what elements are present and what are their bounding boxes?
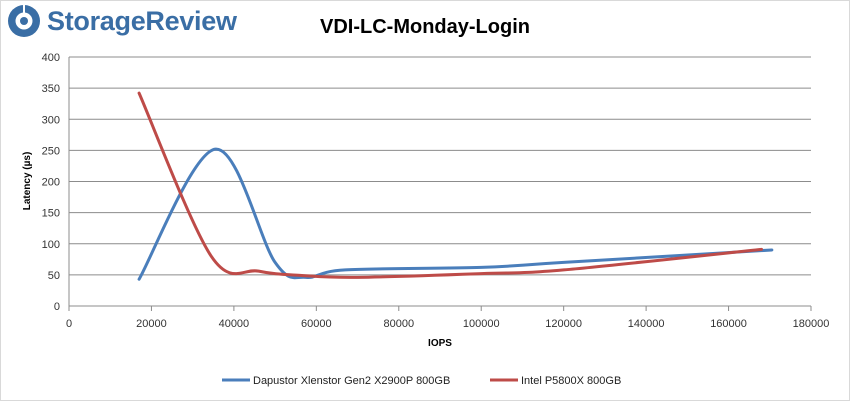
x-axis-title: IOPS <box>428 338 452 349</box>
storagereview-logo: StorageReview <box>7 4 237 38</box>
series-lines <box>137 91 774 281</box>
logo-text: StorageReview <box>47 5 237 36</box>
y-tick-labels: 0 50 100 150 200 250 300 350 400 <box>42 52 60 313</box>
y-axis-title: Latency (µs) <box>22 152 33 211</box>
y-tick-label: 250 <box>42 145 60 157</box>
axes <box>68 57 812 311</box>
y-tick-label: 200 <box>42 177 60 189</box>
x-tick-label: 120000 <box>545 318 582 330</box>
x-tick-labels: 0 20000 40000 60000 80000 100000 120000 140000 1… <box>66 318 829 330</box>
legend-label-1: Intel P5800X 800GB <box>521 375 621 387</box>
y-tick-label: 50 <box>48 270 60 282</box>
gridlines <box>69 56 811 276</box>
logo-icon <box>8 5 40 37</box>
y-tick-label: 150 <box>42 208 60 220</box>
series-line-0 <box>137 147 774 281</box>
legend-label-0: Dapustor Xlenstor Gen2 X2900P 800GB <box>253 375 450 387</box>
y-tick-label: 300 <box>42 114 60 126</box>
y-tick-label: 100 <box>42 239 60 251</box>
legend: Dapustor Xlenstor Gen2 X2900P 800GB Intel… <box>222 375 621 387</box>
y-tick-label: 350 <box>42 83 60 95</box>
x-tick-label: 0 <box>66 318 72 330</box>
x-tick-label: 180000 <box>793 318 830 330</box>
y-tick-label: 0 <box>54 301 60 313</box>
x-tick-label: 20000 <box>136 318 167 330</box>
x-tick-label: 60000 <box>301 318 332 330</box>
y-tick-label: 400 <box>42 52 60 64</box>
x-tick-label: 140000 <box>628 318 665 330</box>
x-tick-label: 80000 <box>383 318 414 330</box>
chart-title: VDI-LC-Monday-Login <box>320 16 530 38</box>
x-tick-label: 100000 <box>463 318 500 330</box>
series-line-1 <box>137 91 764 279</box>
x-tick-label: 160000 <box>710 318 747 330</box>
x-tick-label: 40000 <box>219 318 250 330</box>
